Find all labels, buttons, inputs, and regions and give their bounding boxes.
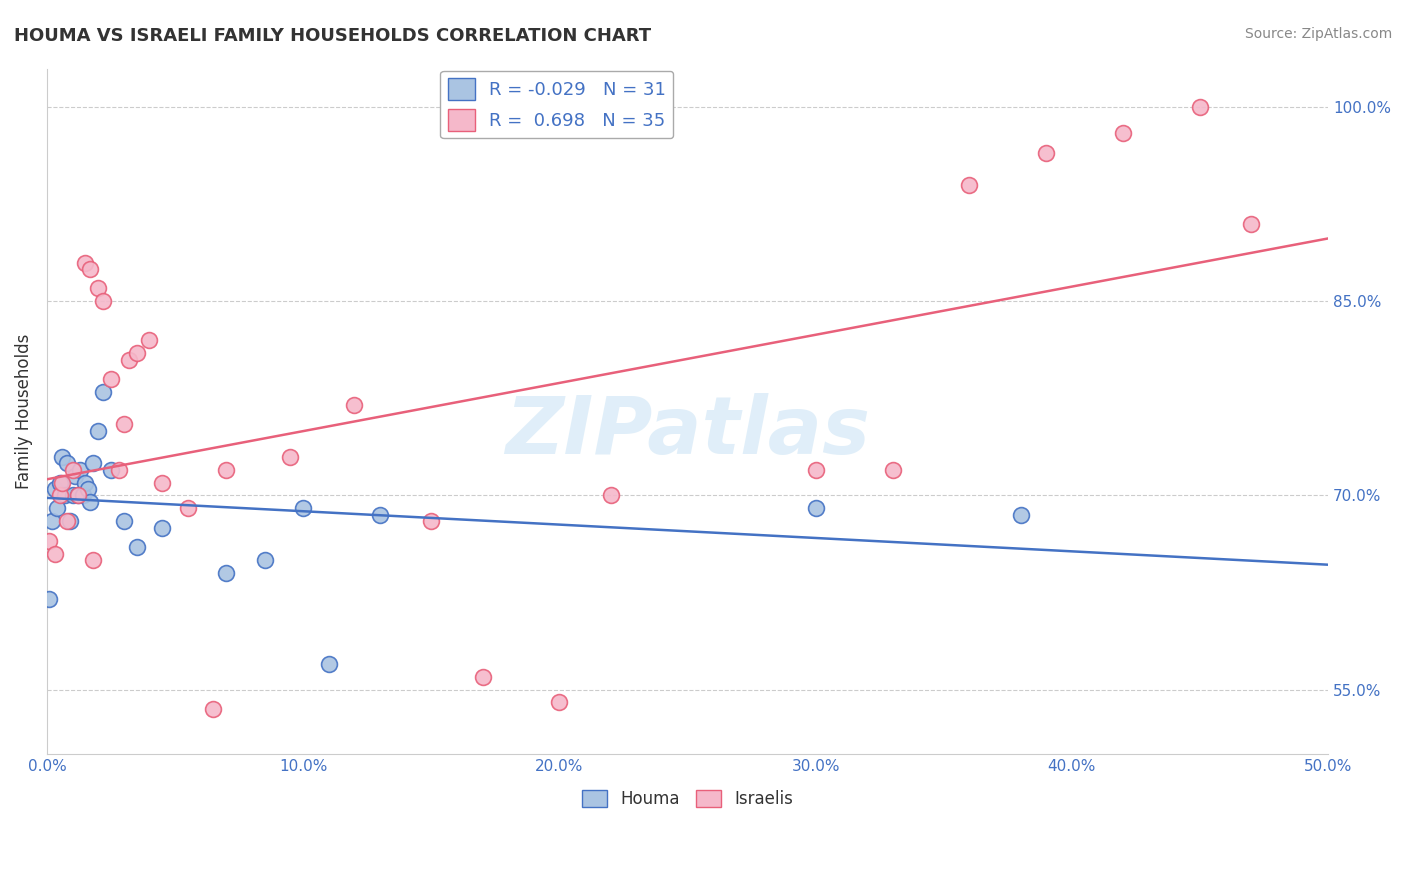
- Point: [292, 501, 315, 516]
- Point: [215, 566, 238, 580]
- Point: [548, 696, 571, 710]
- Point: [150, 521, 173, 535]
- Point: [112, 417, 135, 432]
- Point: [69, 462, 91, 476]
- Point: [75, 255, 97, 269]
- Point: [420, 514, 443, 528]
- Point: [804, 462, 827, 476]
- Point: [87, 281, 110, 295]
- Point: [75, 475, 97, 490]
- Point: [87, 424, 110, 438]
- Point: [118, 352, 141, 367]
- Text: Source: ZipAtlas.com: Source: ZipAtlas.com: [1244, 27, 1392, 41]
- Point: [318, 657, 340, 671]
- Point: [471, 670, 494, 684]
- Point: [804, 501, 827, 516]
- Text: ZIPatlas: ZIPatlas: [505, 393, 870, 471]
- Point: [48, 475, 70, 490]
- Point: [125, 540, 148, 554]
- Point: [48, 488, 70, 502]
- Point: [79, 262, 101, 277]
- Point: [253, 553, 276, 567]
- Point: [343, 398, 366, 412]
- Point: [215, 462, 238, 476]
- Point: [63, 469, 86, 483]
- Point: [1112, 126, 1135, 140]
- Point: [77, 482, 100, 496]
- Point: [46, 501, 69, 516]
- Point: [44, 482, 66, 496]
- Point: [56, 456, 79, 470]
- Point: [202, 702, 225, 716]
- Point: [53, 488, 76, 502]
- Point: [56, 514, 79, 528]
- Y-axis label: Family Households: Family Households: [15, 334, 32, 489]
- Point: [100, 372, 122, 386]
- Point: [44, 547, 66, 561]
- Legend: Houma, Israelis: Houma, Israelis: [575, 783, 800, 814]
- Point: [368, 508, 391, 522]
- Point: [38, 591, 60, 606]
- Point: [177, 501, 200, 516]
- Point: [82, 553, 104, 567]
- Point: [62, 462, 84, 476]
- Point: [112, 514, 135, 528]
- Point: [150, 475, 173, 490]
- Point: [66, 488, 89, 502]
- Point: [79, 495, 101, 509]
- Point: [107, 462, 129, 476]
- Point: [1010, 508, 1032, 522]
- Point: [882, 462, 904, 476]
- Point: [957, 178, 980, 192]
- Point: [125, 346, 148, 360]
- Point: [1188, 100, 1211, 114]
- Point: [278, 450, 301, 464]
- Point: [62, 488, 84, 502]
- Point: [138, 333, 160, 347]
- Point: [72, 488, 94, 502]
- Point: [599, 488, 621, 502]
- Point: [91, 294, 114, 309]
- Point: [91, 384, 114, 399]
- Point: [38, 533, 60, 548]
- Text: HOUMA VS ISRAELI FAMILY HOUSEHOLDS CORRELATION CHART: HOUMA VS ISRAELI FAMILY HOUSEHOLDS CORRE…: [14, 27, 651, 45]
- Point: [51, 475, 73, 490]
- Point: [59, 514, 82, 528]
- Point: [100, 462, 122, 476]
- Point: [1035, 145, 1057, 160]
- Point: [51, 450, 73, 464]
- Point: [1240, 217, 1263, 231]
- Point: [66, 488, 89, 502]
- Point: [41, 514, 63, 528]
- Point: [82, 456, 104, 470]
